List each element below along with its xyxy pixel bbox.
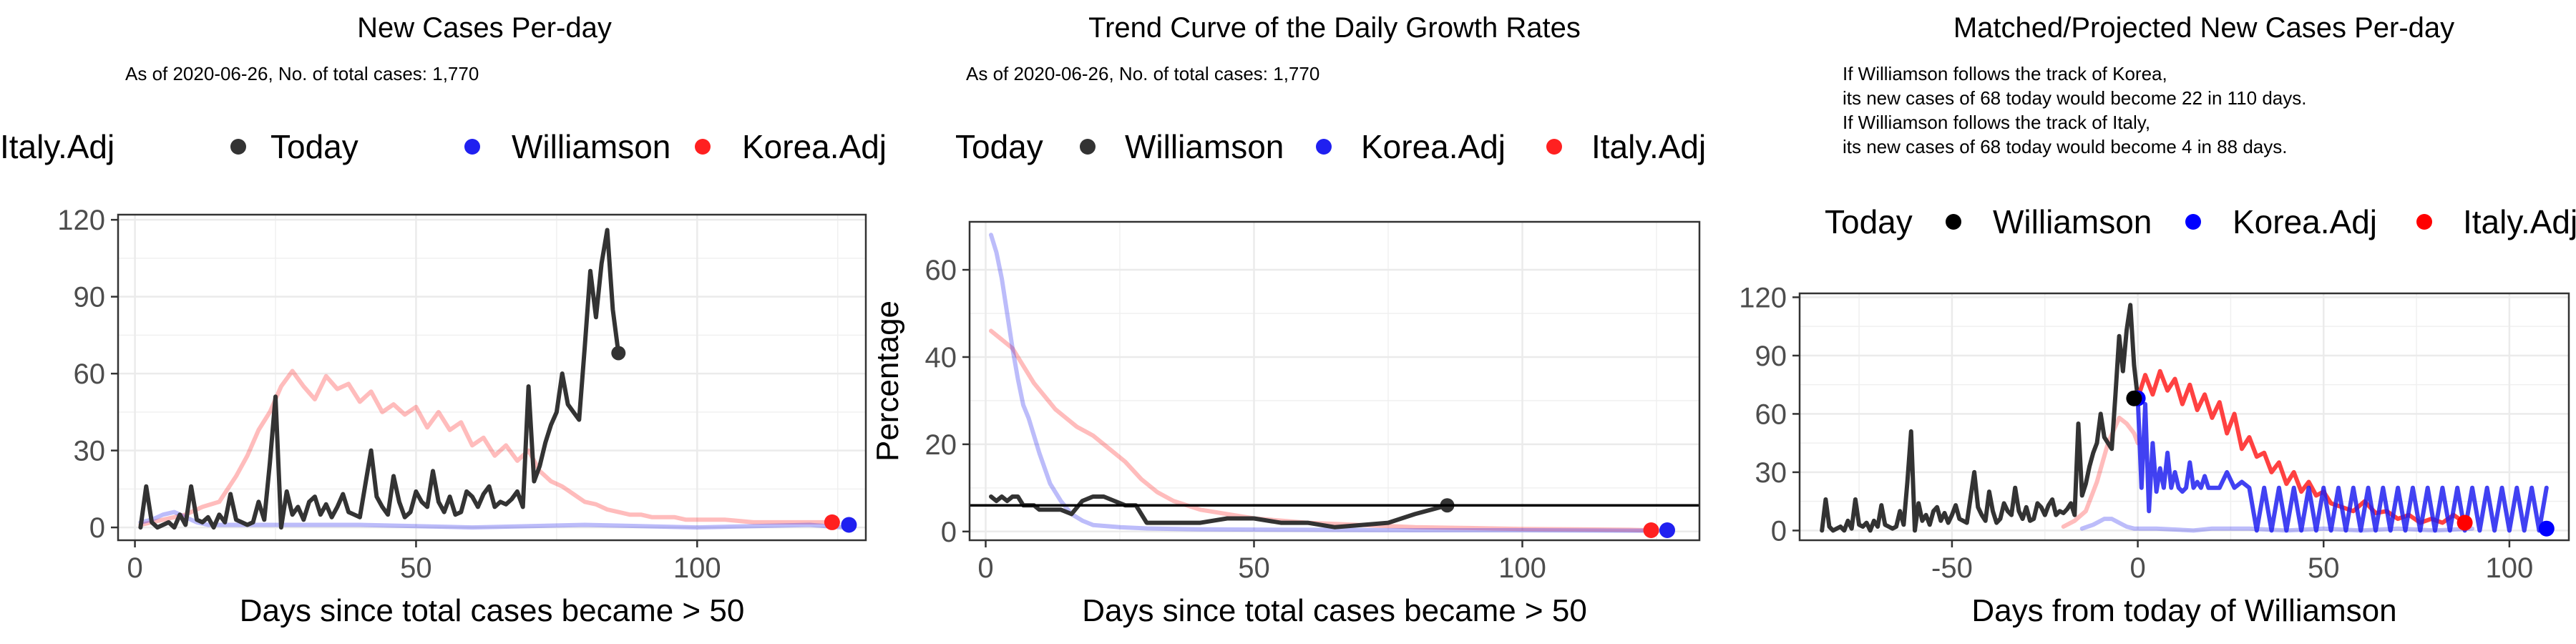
legend-key-marker xyxy=(695,139,711,155)
chart-subtitle-line: As of 2020-06-26, No. of total cases: 1,… xyxy=(966,63,1319,84)
legend-key-marker xyxy=(2416,214,2432,230)
x-tick-label: 50 xyxy=(2308,552,2340,584)
legend-key-marker xyxy=(2185,214,2201,230)
x-tick-label: 100 xyxy=(2486,552,2534,584)
today-marker-korea-adj xyxy=(2538,520,2555,537)
x-tick-label: 0 xyxy=(2129,552,2145,584)
x-tick-label: -50 xyxy=(1931,552,1973,584)
y-tick-label: 60 xyxy=(925,255,957,286)
x-tick-label: 0 xyxy=(977,552,993,584)
today-marker-italy-adj xyxy=(824,514,840,530)
chart-legend: Today Williamson Korea.Adj Italy.Adj xyxy=(955,128,1706,165)
legend-key-marker xyxy=(1946,214,1961,230)
legend-entry-label: Korea.Adj xyxy=(742,128,887,165)
x-axis-title: Days since total cases became > 50 xyxy=(1082,593,1587,628)
chart-panel-3: Matched/Projected New Cases Per-day If Wi… xyxy=(1739,12,2576,628)
chart-subtitle-line: its new cases of 68 today would become 2… xyxy=(1843,87,2306,109)
chart-legend: Today Williamson Korea.Adj Italy.Adj xyxy=(1825,203,2576,240)
x-axis-title: Days from today of Williamson xyxy=(1971,593,2396,628)
legend-title: Today xyxy=(270,128,358,165)
x-tick-label: 50 xyxy=(400,552,432,584)
plot-border xyxy=(117,213,867,542)
series-line-italy-adj xyxy=(138,369,834,527)
grid xyxy=(118,215,866,540)
y-tick-label: 120 xyxy=(57,205,105,236)
legend-entry-label: Italy.Adj xyxy=(1591,128,1706,165)
y-axis-title: Percentage xyxy=(870,301,905,462)
chart-legend: Today Williamson Korea.Adj Italy.Adj xyxy=(0,128,887,165)
legend-entry-label: Korea.Adj xyxy=(2233,203,2377,240)
chart-subtitle-line: As of 2020-06-26, No. of total cases: 1,… xyxy=(125,63,479,84)
x-axis-title: Days since total cases became > 50 xyxy=(240,593,745,628)
legend-title: Today xyxy=(1825,203,1913,240)
axes: 0 50 100 0 20 40 60 Days since total cases beca… xyxy=(870,255,1587,628)
series-line-italy-adj xyxy=(989,328,1654,532)
x-tick-label: 50 xyxy=(1238,552,1270,584)
chart-panel-1: New Cases Per-day As of 2020-06-26, No. o… xyxy=(0,12,887,628)
legend-key-marker xyxy=(464,139,480,155)
legend-key-marker xyxy=(230,139,246,155)
y-tick-label: 40 xyxy=(925,342,957,374)
series-line-korea-adj xyxy=(138,509,846,530)
series-line-williamson xyxy=(1820,303,2140,533)
axes: -50 0 50 100 0 30 60 90 120 Days from today of Wi… xyxy=(1739,282,2533,628)
series-group xyxy=(970,233,1699,538)
y-tick-label: 60 xyxy=(1755,399,1787,430)
legend-entry-label: Williamson xyxy=(1125,128,1284,165)
series-line-korea-adj-matched- xyxy=(2079,517,2474,533)
chart-subtitle-line: If Williamson follows the track of Korea… xyxy=(1843,63,2167,84)
chart-subtitle-line: If Williamson follows the track of Italy… xyxy=(1843,112,2150,133)
chart-panel-2: Trend Curve of the Daily Growth Rates As … xyxy=(870,12,1706,628)
chart-title: Matched/Projected New Cases Per-day xyxy=(1953,12,2454,44)
series-group xyxy=(1820,303,2555,537)
series-line-korea-adj-projected- xyxy=(2135,396,2549,533)
y-tick-label: 30 xyxy=(1755,457,1787,489)
today-marker-williamson xyxy=(611,346,626,361)
x-tick-label: 0 xyxy=(127,552,142,584)
y-tick-label: 120 xyxy=(1739,282,1787,313)
legend-key-marker xyxy=(1316,139,1332,155)
today-marker-italy-adj xyxy=(2457,514,2473,531)
today-marker-italy-adj xyxy=(1643,522,1659,538)
series-line-korea-adj xyxy=(989,233,1664,533)
axes: 0 50 100 0 30 60 90 120 Days since total cases b… xyxy=(57,205,744,628)
legend-entry-label: Italy.Adj xyxy=(2463,203,2576,240)
grid xyxy=(970,222,1699,540)
y-tick-label: 90 xyxy=(1755,341,1787,372)
y-tick-label: 0 xyxy=(941,517,957,548)
y-tick-label: 90 xyxy=(74,282,106,313)
plot-border xyxy=(1798,292,2570,542)
today-marker-williamson xyxy=(2126,390,2142,406)
y-tick-label: 30 xyxy=(74,436,106,467)
today-marker-korea-adj xyxy=(1659,522,1675,538)
chart-subtitle-line: its new cases of 68 today would become 4… xyxy=(1843,136,2287,157)
y-tick-label: 0 xyxy=(89,512,105,544)
x-tick-label: 100 xyxy=(1498,552,1546,584)
y-tick-label: 20 xyxy=(925,429,957,461)
legend-entry-label: Korea.Adj xyxy=(1361,128,1506,165)
grid xyxy=(1800,293,2569,540)
legend-entry-label: Williamson xyxy=(512,128,670,165)
legend-entry-label: Williamson xyxy=(1993,203,2152,240)
plot-border xyxy=(968,220,1701,542)
chart-title: New Cases Per-day xyxy=(357,12,612,44)
y-tick-label: 60 xyxy=(74,358,106,390)
legend-entry-label: Italy.Adj xyxy=(0,128,114,165)
chart-title: Trend Curve of the Daily Growth Rates xyxy=(1088,12,1581,44)
legend-key-marker xyxy=(1080,139,1096,155)
legend-title: Today xyxy=(955,128,1043,165)
series-line-williamson xyxy=(138,228,621,530)
y-tick-label: 0 xyxy=(1771,515,1787,547)
x-tick-label: 100 xyxy=(673,552,721,584)
legend-key-marker xyxy=(1546,139,1562,155)
today-marker-korea-adj xyxy=(841,517,857,533)
series-group xyxy=(138,228,857,533)
